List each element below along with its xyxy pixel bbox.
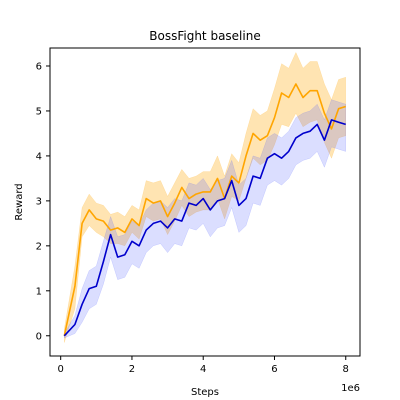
confidence-bands — [64, 51, 346, 343]
x-axis-label: Steps — [191, 387, 219, 398]
plot-frame — [49, 47, 361, 357]
y-axis-label: Reward — [14, 183, 25, 220]
x-tick-label: 4 — [200, 364, 206, 375]
series-1-band — [64, 51, 346, 343]
x-tick-label: 0 — [58, 364, 64, 375]
x-tick-label: 8 — [343, 364, 349, 375]
y-tick-label: 2 — [36, 241, 42, 252]
chart-title: BossFight baseline — [149, 29, 260, 43]
y-tick-label: 1 — [36, 286, 42, 297]
x-tick-label: 6 — [271, 364, 277, 375]
x-axis-offset-label: 1e6 — [341, 383, 360, 394]
x-axis: 0 2 4 6 8 — [58, 356, 349, 375]
x-tick-label: 2 — [129, 364, 135, 375]
y-tick-label: 3 — [36, 196, 42, 207]
y-tick-label: 6 — [36, 61, 42, 72]
y-axis: 0 1 2 3 4 5 6 — [36, 61, 50, 342]
series-lines — [63, 83, 346, 337]
series-2-line — [63, 119, 346, 337]
series-1-line — [63, 83, 346, 336]
y-tick-label: 4 — [36, 151, 42, 162]
series-2-band — [64, 99, 346, 339]
y-tick-label: 5 — [36, 106, 42, 117]
y-tick-label: 0 — [36, 331, 42, 342]
